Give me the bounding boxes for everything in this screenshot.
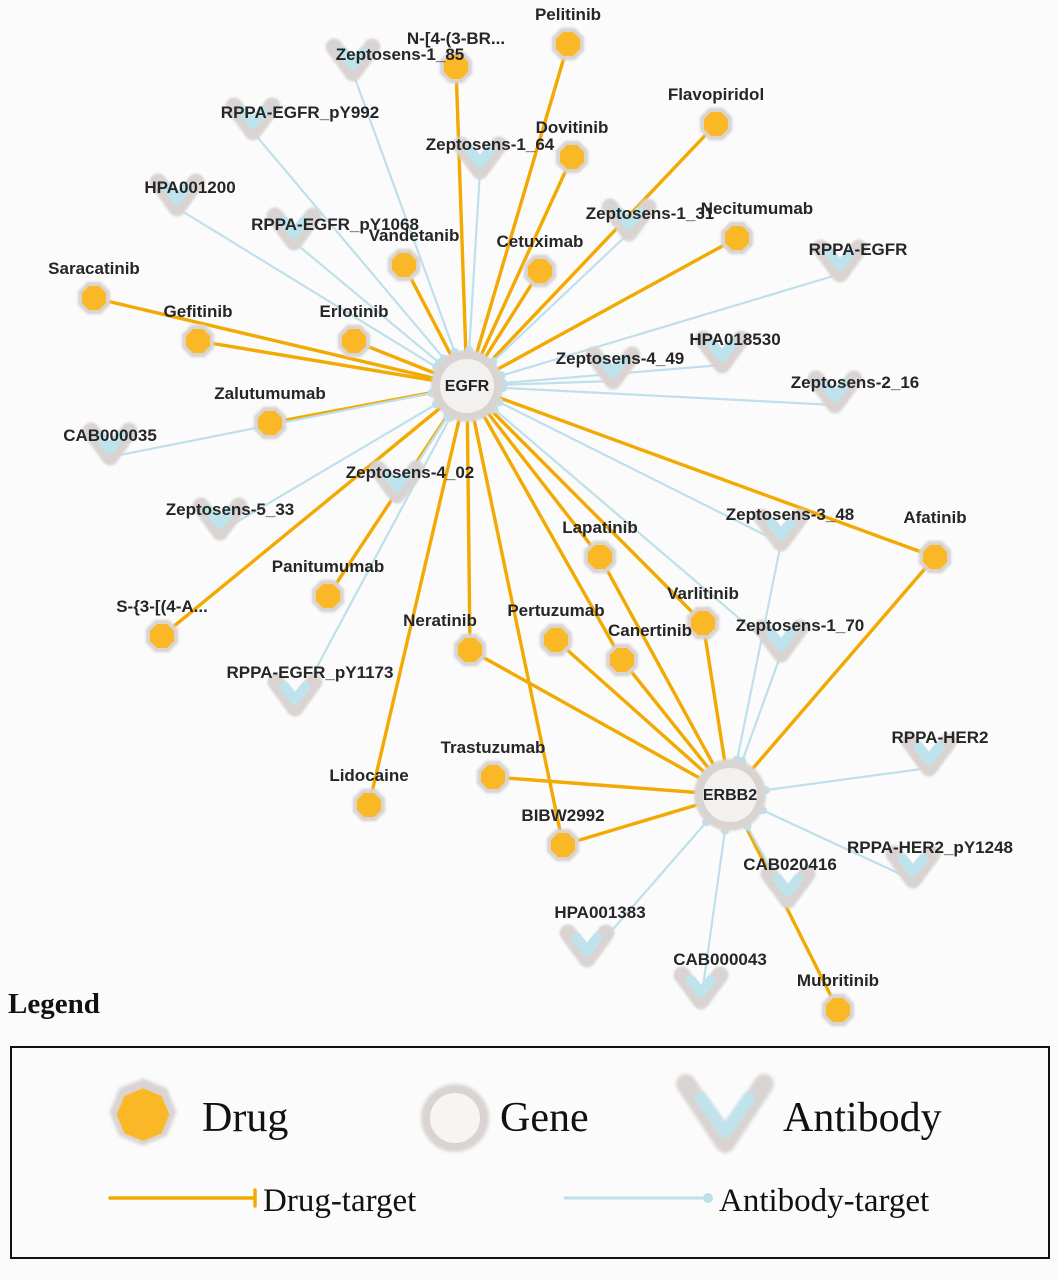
svg-text:Drug-target: Drug-target (263, 1183, 416, 1219)
svg-text:Antibody-target: Antibody-target (719, 1183, 929, 1219)
svg-text:Drug: Drug (202, 1095, 288, 1141)
svg-text:Antibody: Antibody (783, 1095, 942, 1141)
svg-text:Gene: Gene (500, 1095, 589, 1141)
